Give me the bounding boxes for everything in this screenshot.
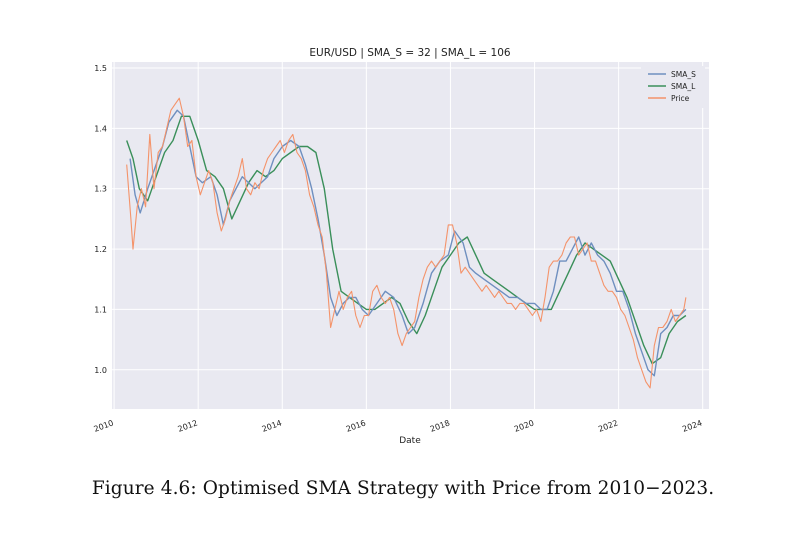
- y-tick-label: 1.0: [94, 366, 107, 375]
- series-lines: [126, 97, 687, 389]
- y-tick-label: 1.5: [94, 64, 107, 73]
- x-tick-label: 2018: [429, 418, 451, 433]
- x-tick-label: 2014: [261, 418, 283, 433]
- x-tick-label: 2016: [345, 418, 367, 433]
- y-tick-label: 1.2: [94, 245, 107, 254]
- chart-title: EUR/USD | SMA_S = 32 | SMA_L = 106: [309, 47, 511, 59]
- legend-box: [641, 66, 705, 108]
- legend: SMA_S SMA_L Price: [641, 66, 705, 108]
- legend-label: SMA_S: [671, 70, 696, 79]
- y-tick-label: 1.1: [94, 305, 107, 314]
- legend-label: Price: [671, 94, 690, 103]
- chart: 1.01.11.21.31.41.5 2010 2012 2014 2016 2018 2…: [93, 47, 709, 446]
- series-line-sma-s: [129, 109, 687, 377]
- y-tick-labels: 1.0 1.1 1.2 1.3 1.4 1.5: [94, 64, 107, 375]
- series-line-sma-l: [126, 115, 687, 365]
- x-tick-label: 2010: [93, 418, 115, 433]
- x-tick-label: 2012: [177, 418, 199, 433]
- x-tick-label: 2022: [597, 418, 619, 433]
- grid-lines: [112, 62, 709, 409]
- y-tick-label: 1.4: [94, 124, 107, 133]
- y-tick-label: 1.3: [94, 185, 107, 194]
- x-tick-label: 2020: [513, 418, 535, 433]
- series-line-price: [126, 97, 687, 389]
- plot-background: [112, 62, 709, 409]
- x-tick-label: 2024: [681, 418, 703, 433]
- x-tick-labels: 2010 2012 2014 2016 2018 2020 2022 2024: [93, 418, 704, 433]
- figure-caption: Figure 4.6: Optimised SMA Strategy with …: [91, 478, 715, 499]
- x-axis-label: Date: [399, 436, 421, 446]
- legend-label: SMA_L: [671, 82, 696, 91]
